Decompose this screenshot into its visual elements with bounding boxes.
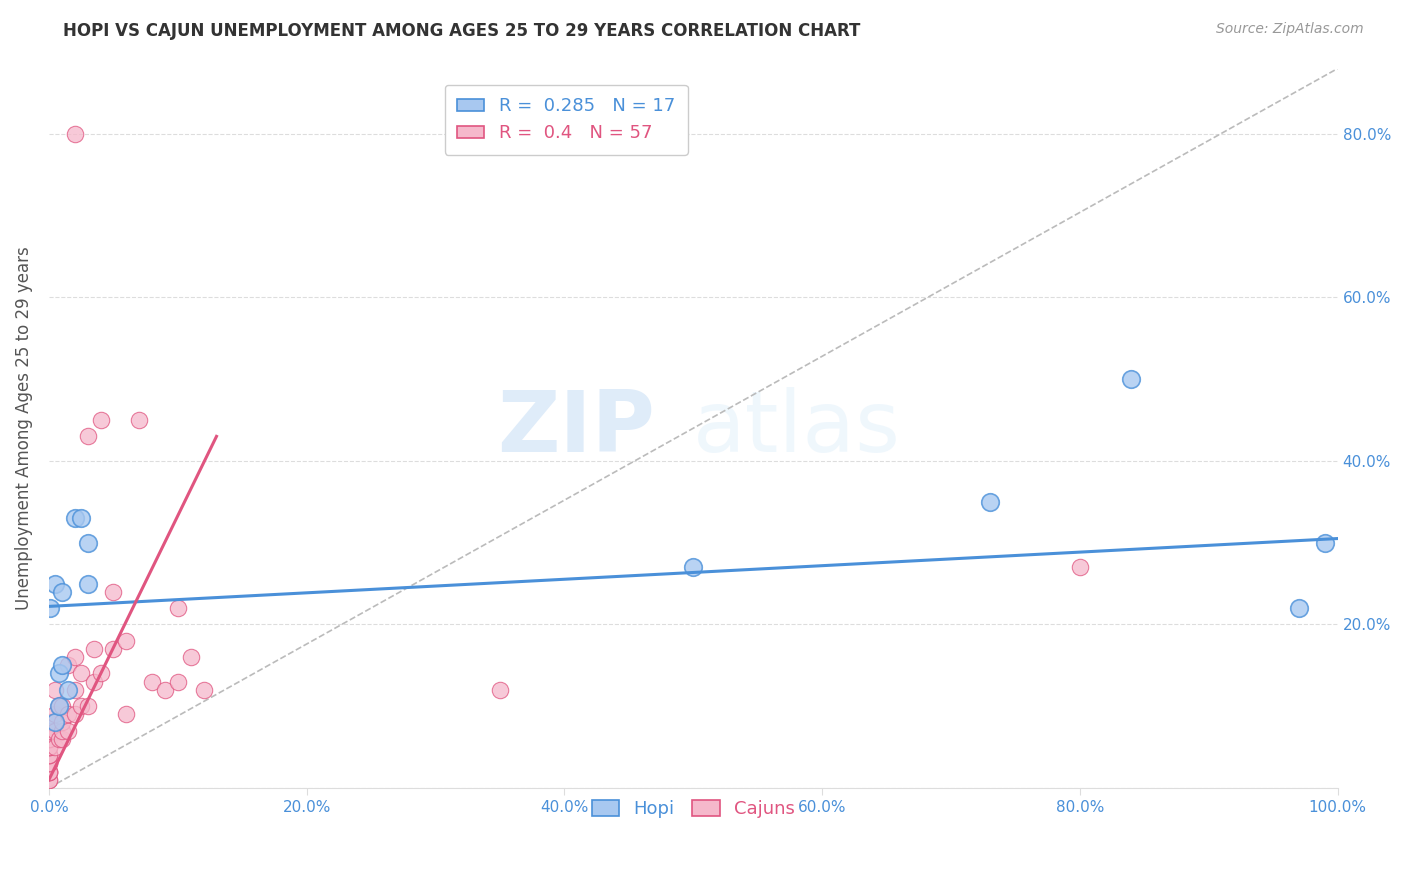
Point	[51, 584, 73, 599]
Point	[180, 650, 202, 665]
Point	[1288, 601, 1310, 615]
Point	[38, 739, 60, 754]
Point	[38, 715, 60, 730]
Point	[51, 658, 73, 673]
Point	[38, 739, 60, 754]
Point	[70, 511, 93, 525]
Point	[83, 641, 105, 656]
Point	[89, 666, 111, 681]
Point	[70, 666, 93, 681]
Point	[70, 699, 93, 714]
Point	[166, 601, 188, 615]
Point	[38, 723, 60, 738]
Point	[115, 707, 138, 722]
Point	[63, 511, 86, 525]
Point	[48, 699, 70, 714]
Point	[39, 601, 62, 615]
Point	[38, 731, 60, 746]
Point	[51, 731, 73, 746]
Legend: Hopi, Cajuns: Hopi, Cajuns	[585, 793, 801, 826]
Y-axis label: Unemployment Among Ages 25 to 29 years: Unemployment Among Ages 25 to 29 years	[15, 246, 32, 610]
Point	[76, 699, 98, 714]
Point	[89, 413, 111, 427]
Point	[48, 731, 70, 746]
Point	[38, 756, 60, 771]
Point	[38, 772, 60, 787]
Point	[153, 682, 176, 697]
Point	[141, 674, 163, 689]
Point	[1313, 535, 1336, 549]
Point	[58, 658, 80, 673]
Point	[193, 682, 215, 697]
Point	[38, 764, 60, 779]
Point	[48, 666, 70, 681]
Point	[76, 535, 98, 549]
Point	[38, 764, 60, 779]
Point	[44, 723, 66, 738]
Point	[51, 715, 73, 730]
Point	[76, 429, 98, 443]
Point	[979, 495, 1001, 509]
Point	[38, 756, 60, 771]
Text: atlas: atlas	[693, 387, 901, 470]
Point	[38, 739, 60, 754]
Point	[38, 731, 60, 746]
Point	[51, 723, 73, 738]
Point	[103, 584, 125, 599]
Point	[44, 682, 66, 697]
Text: HOPI VS CAJUN UNEMPLOYMENT AMONG AGES 25 TO 29 YEARS CORRELATION CHART: HOPI VS CAJUN UNEMPLOYMENT AMONG AGES 25…	[63, 22, 860, 40]
Point	[38, 748, 60, 763]
Point	[76, 576, 98, 591]
Point	[83, 674, 105, 689]
Point	[103, 641, 125, 656]
Point	[38, 723, 60, 738]
Point	[38, 748, 60, 763]
Point	[44, 707, 66, 722]
Point	[44, 739, 66, 754]
Text: ZIP: ZIP	[496, 387, 655, 470]
Point	[63, 707, 86, 722]
Point	[63, 682, 86, 697]
Point	[58, 707, 80, 722]
Point	[38, 772, 60, 787]
Point	[38, 764, 60, 779]
Point	[48, 699, 70, 714]
Point	[44, 576, 66, 591]
Point	[63, 127, 86, 141]
Point	[38, 764, 60, 779]
Point	[58, 723, 80, 738]
Point	[58, 682, 80, 697]
Point	[1121, 372, 1143, 386]
Point	[682, 560, 704, 574]
Point	[38, 756, 60, 771]
Point	[44, 715, 66, 730]
Point	[115, 633, 138, 648]
Point	[128, 413, 150, 427]
Point	[166, 674, 188, 689]
Point	[1069, 560, 1091, 574]
Point	[51, 699, 73, 714]
Text: Source: ZipAtlas.com: Source: ZipAtlas.com	[1216, 22, 1364, 37]
Point	[63, 650, 86, 665]
Point	[38, 748, 60, 763]
Point	[489, 682, 512, 697]
